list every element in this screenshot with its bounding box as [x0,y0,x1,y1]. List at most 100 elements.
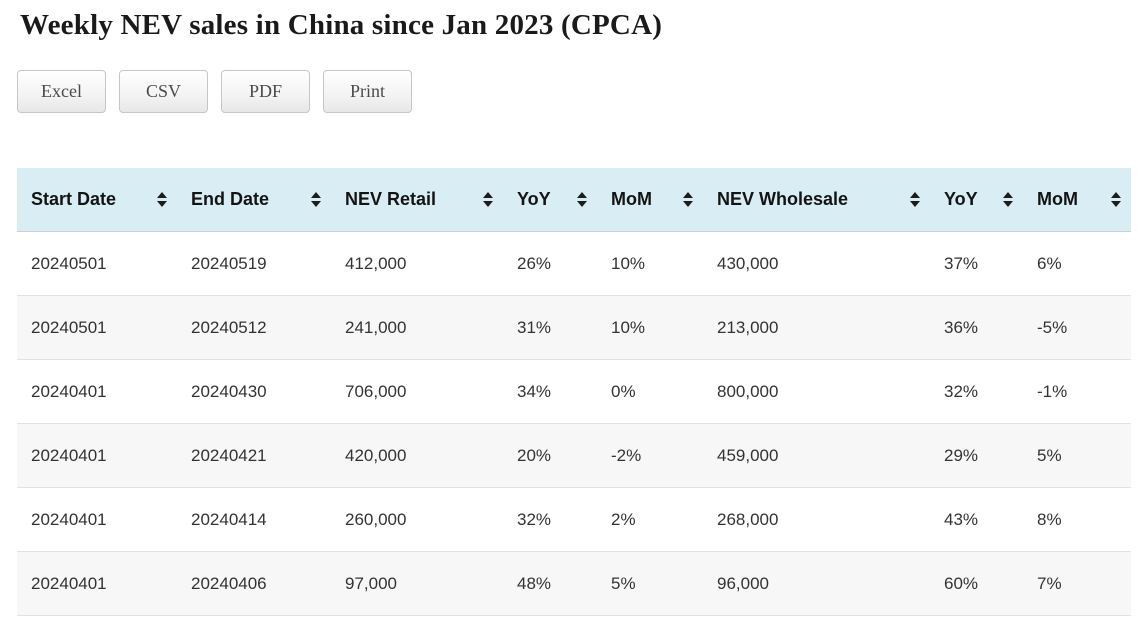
column-header-nev-wholesale-5[interactable]: NEV Wholesale [703,168,930,232]
sort-ascending-icon [910,192,920,198]
table-cell: 0% [597,359,703,424]
table-cell: 20240401 [17,423,177,488]
column-header-inner: NEV Retail [345,189,493,210]
export-toolbar: Excel CSV PDF Print [17,70,1137,113]
table-cell: 20240421 [177,423,331,488]
table-row: 20240401 20240406 97,000 48% 5% 96,000 60% 7% [17,551,1131,616]
table-cell: 20240414 [177,487,331,552]
table-cell: 29% [930,423,1023,488]
table-cell: 60% [930,551,1023,616]
table-cell: 459,000 [703,423,930,488]
table-cell: 213,000 [703,295,930,360]
column-header-inner: MoM [1037,189,1121,210]
table-cell: 32% [930,359,1023,424]
table-cell: 10% [597,295,703,360]
table-cell: 430,000 [703,231,930,296]
table-cell: 20240401 [17,551,177,616]
column-header-label: YoY [517,189,551,209]
sort-ascending-icon [577,192,587,198]
sort-descending-icon [910,201,920,207]
column-header-nev-retail-2[interactable]: NEV Retail [331,168,503,232]
table-cell: 5% [1023,423,1131,488]
sort-descending-icon [157,201,167,207]
sort-ascending-icon [1003,192,1013,198]
table-container: Start Date End Date NEV Retail YoY MoM NEV Wh… [17,168,1131,616]
column-header-inner: MoM [611,189,693,210]
table-cell: 20240501 [17,295,177,360]
sort-descending-icon [1111,201,1121,207]
sort-icon[interactable] [1003,192,1013,207]
table-row: 20240401 20240421 420,000 20% -2% 459,000 29% 5… [17,423,1131,488]
sort-ascending-icon [1111,192,1121,198]
table-cell: 2% [597,487,703,552]
column-header-label: YoY [944,189,978,209]
table-cell: 20% [503,423,597,488]
table-cell: 706,000 [331,359,503,424]
table-cell: 6% [1023,231,1131,296]
table-header-row: Start Date End Date NEV Retail YoY MoM NEV Wh… [17,168,1131,232]
table-cell: 268,000 [703,487,930,552]
table-cell: -5% [1023,295,1131,360]
table-cell: 412,000 [331,231,503,296]
csv-export-button[interactable]: CSV [119,70,208,113]
column-header-yoy-6[interactable]: YoY [930,168,1023,232]
table-cell: 26% [503,231,597,296]
table-cell: 34% [503,359,597,424]
table-cell: 31% [503,295,597,360]
sort-descending-icon [1003,201,1013,207]
column-header-label: End Date [191,189,270,209]
sort-icon[interactable] [683,192,693,207]
table-cell: 800,000 [703,359,930,424]
table-cell: -2% [597,423,703,488]
column-header-mom-7[interactable]: MoM [1023,168,1131,232]
sort-icon[interactable] [157,192,167,207]
column-header-inner: YoY [944,189,1013,210]
sort-descending-icon [577,201,587,207]
print-export-button[interactable]: Print [323,70,412,113]
table-cell: 20240519 [177,231,331,296]
sort-descending-icon [683,201,693,207]
sort-icon[interactable] [910,192,920,207]
table-row: 20240501 20240519 412,000 26% 10% 430,000 37% 6… [17,231,1131,296]
column-header-label: MoM [1037,189,1078,209]
table-cell: 7% [1023,551,1131,616]
sort-icon[interactable] [577,192,587,207]
table-cell: 20240430 [177,359,331,424]
column-header-inner: NEV Wholesale [717,189,920,210]
column-header-label: MoM [611,189,652,209]
table-row: 20240501 20240512 241,000 31% 10% 213,000 36% -… [17,295,1131,360]
column-header-inner: YoY [517,189,587,210]
sort-ascending-icon [311,192,321,198]
column-header-mom-4[interactable]: MoM [597,168,703,232]
table-cell: 37% [930,231,1023,296]
sort-icon[interactable] [483,192,493,207]
table-cell: 20240401 [17,487,177,552]
table-cell: 5% [597,551,703,616]
column-header-yoy-3[interactable]: YoY [503,168,597,232]
table-cell: 8% [1023,487,1131,552]
table-cell: 20240512 [177,295,331,360]
table-cell: 260,000 [331,487,503,552]
table-row: 20240401 20240430 706,000 34% 0% 800,000 32% -1… [17,359,1131,424]
pdf-export-button[interactable]: PDF [221,70,310,113]
table-cell: 10% [597,231,703,296]
sort-icon[interactable] [311,192,321,207]
table-cell: 48% [503,551,597,616]
table-cell: -1% [1023,359,1131,424]
table-cell: 20240501 [17,231,177,296]
column-header-start-date-0[interactable]: Start Date [17,168,177,232]
table-row: 20240401 20240414 260,000 32% 2% 268,000 43% 8% [17,487,1131,552]
sort-descending-icon [311,201,321,207]
table-cell: 43% [930,487,1023,552]
table-cell: 241,000 [331,295,503,360]
sort-icon[interactable] [1111,192,1121,207]
page-title: Weekly NEV sales in China since Jan 2023… [20,9,663,41]
sort-ascending-icon [483,192,493,198]
column-header-inner: Start Date [31,189,167,210]
column-header-end-date-1[interactable]: End Date [177,168,331,232]
sort-ascending-icon [683,192,693,198]
table-cell: 20240401 [17,359,177,424]
sort-descending-icon [483,201,493,207]
excel-export-button[interactable]: Excel [17,70,106,113]
